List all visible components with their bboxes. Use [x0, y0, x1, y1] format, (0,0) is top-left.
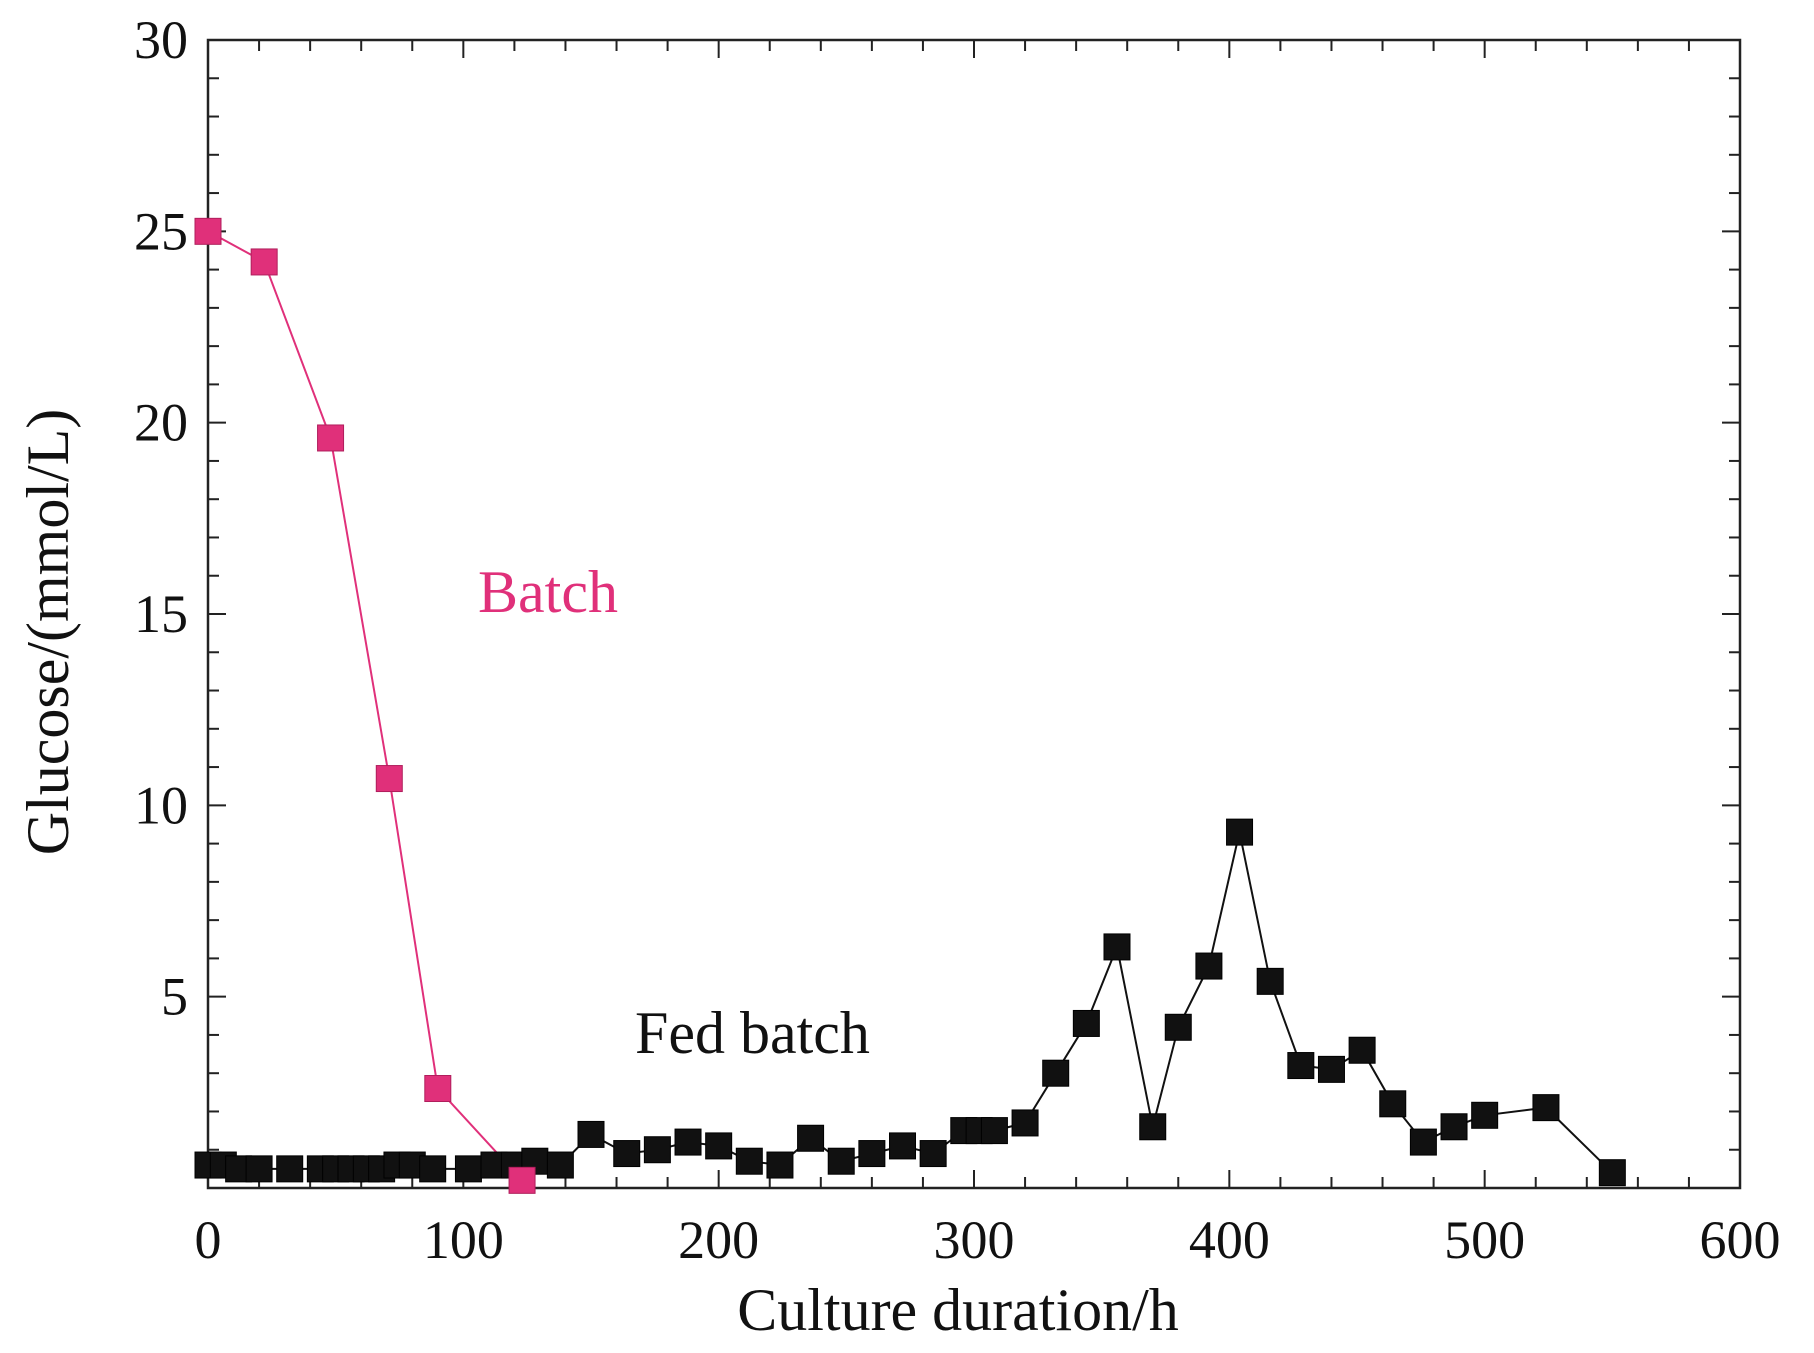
- fed-batch-point: [1042, 1059, 1070, 1087]
- batch-series-label: Batch: [478, 559, 618, 625]
- y-tick-label: 25: [134, 201, 188, 261]
- fed-batch-point: [1598, 1159, 1626, 1187]
- fed-batch-point: [766, 1151, 794, 1179]
- fed-batch-point: [276, 1155, 304, 1183]
- fed-batch-point: [1011, 1109, 1039, 1137]
- fed-batch-point: [797, 1124, 825, 1152]
- fed-batch-point: [1195, 952, 1223, 980]
- fed-batch-point: [1103, 933, 1131, 961]
- series-layer: [194, 217, 1626, 1194]
- y-tick-label: 15: [134, 584, 188, 644]
- x-axis-title: Culture duration/h: [737, 1277, 1179, 1343]
- fed-batch-point: [419, 1155, 447, 1183]
- fed-batch-point: [1471, 1101, 1499, 1129]
- x-tick-label: 600: [1700, 1210, 1781, 1270]
- fed-batch-point: [858, 1140, 886, 1168]
- fed-batch-point: [613, 1140, 641, 1168]
- y-tick-label: 30: [134, 10, 188, 70]
- x-tick-label: 100: [423, 1210, 504, 1270]
- axes-layer: [206, 38, 1742, 1190]
- fed-batch-point: [1317, 1055, 1345, 1083]
- y-tick-label: 5: [161, 967, 188, 1027]
- batch-point: [508, 1166, 536, 1194]
- fed-batch-point: [1139, 1113, 1167, 1141]
- y-tick-label: 10: [134, 775, 188, 835]
- fed-batch-point: [919, 1140, 947, 1168]
- batch-point: [424, 1075, 452, 1103]
- y-axis-title: Glucose/(mmol/L): [15, 409, 81, 856]
- fed-batch-point: [546, 1151, 574, 1179]
- fed-batch-point: [577, 1120, 605, 1148]
- batch-series-line: [207, 230, 523, 1181]
- fed-batch-point: [705, 1132, 733, 1160]
- x-tick-label: 500: [1444, 1210, 1525, 1270]
- fed-batch-point: [1532, 1094, 1560, 1122]
- fed-batch-point: [643, 1136, 671, 1164]
- fed-batch-point: [1379, 1090, 1407, 1118]
- batch-point: [317, 424, 345, 452]
- batch-point: [375, 765, 403, 793]
- fed-batch-series-line: [208, 831, 1614, 1174]
- fed-batch-point: [735, 1147, 763, 1175]
- plot-frame: [206, 38, 1742, 1190]
- fed-batch-point: [1164, 1013, 1192, 1041]
- fed-batch-point: [1226, 818, 1254, 846]
- fed-batch-point: [889, 1132, 917, 1160]
- fed-batch-point: [1409, 1128, 1437, 1156]
- fed-batch-point: [1348, 1036, 1376, 1064]
- x-tick-label: 400: [1189, 1210, 1270, 1270]
- fed-batch-point: [454, 1155, 482, 1183]
- fed-batch-point: [674, 1128, 702, 1156]
- fed-batch-point: [1072, 1009, 1100, 1037]
- y-tick-label: 20: [134, 393, 188, 453]
- batch-point: [250, 248, 278, 276]
- fed-batch-point: [245, 1155, 273, 1183]
- fed-batch-point: [1287, 1052, 1315, 1080]
- fed-batch-point: [1256, 967, 1284, 995]
- fed-batch-point: [980, 1117, 1008, 1145]
- x-tick-label: 200: [678, 1210, 759, 1270]
- fed-batch-point: [827, 1147, 855, 1175]
- fed-batch-point: [1440, 1113, 1468, 1141]
- batch-point: [194, 217, 222, 245]
- x-tick-label: 300: [934, 1210, 1015, 1270]
- x-tick-label: 0: [195, 1210, 222, 1270]
- fed-batch-series-label: Fed batch: [635, 1000, 870, 1066]
